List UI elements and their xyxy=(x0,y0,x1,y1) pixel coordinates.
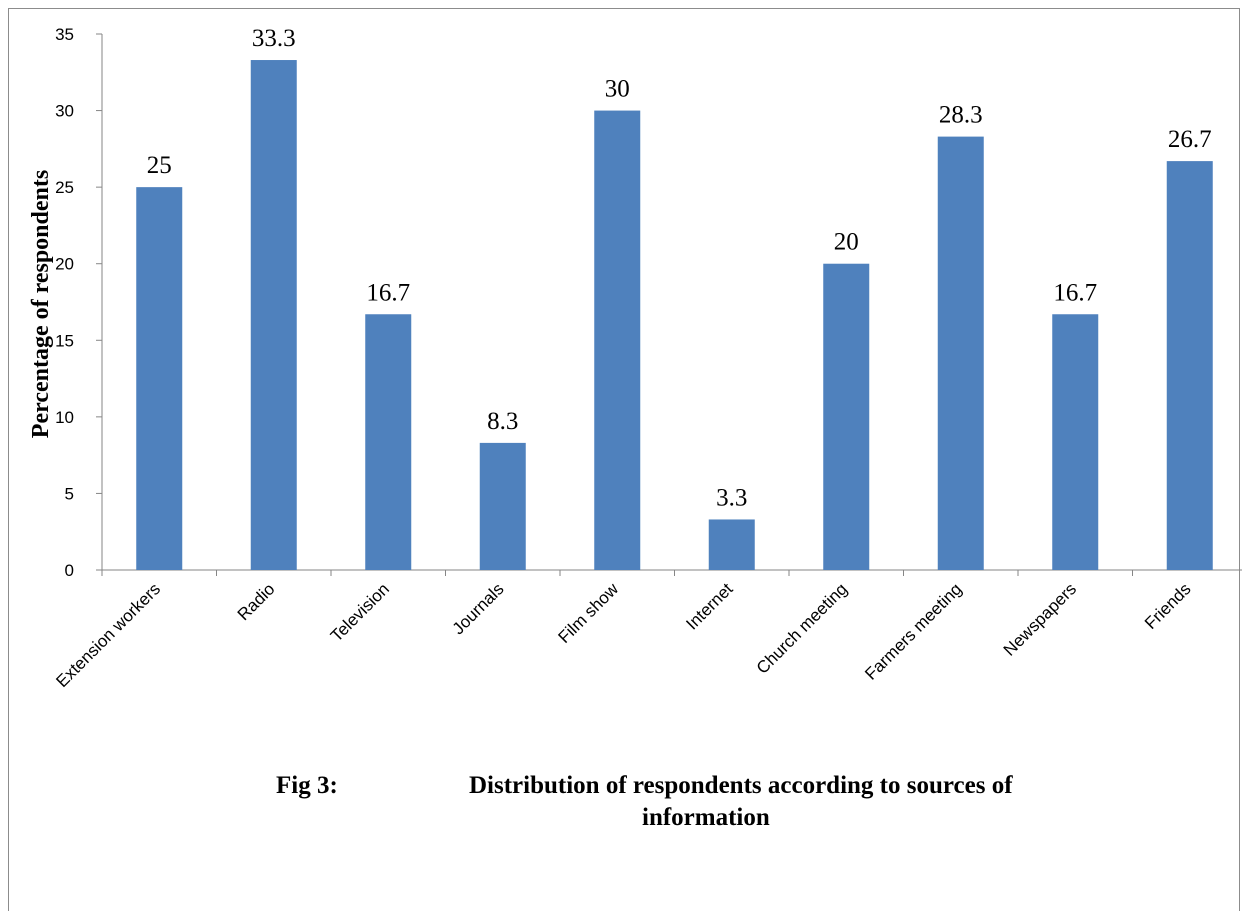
data-label: 20 xyxy=(834,229,859,256)
caption-label: Fig 3: xyxy=(276,772,338,800)
data-label: 16.7 xyxy=(1053,279,1097,306)
bar xyxy=(480,443,526,570)
y-axis: 0 5 10 15 20 25 30 35 xyxy=(55,25,102,580)
data-label: 8.3 xyxy=(487,408,518,435)
caption-title-line1: Distribution of respondents according to… xyxy=(469,772,1013,800)
category-label: Friends xyxy=(1141,579,1195,633)
y-axis-label: Percentage of respondents xyxy=(28,170,54,438)
category-label: Internet xyxy=(682,579,736,633)
caption-title-line2: information xyxy=(642,804,770,832)
data-label: 16.7 xyxy=(366,279,410,306)
bar xyxy=(251,60,297,570)
bar xyxy=(823,264,869,570)
category-label: Journals xyxy=(449,579,508,638)
category-label: Church meeting xyxy=(753,579,851,677)
y-tick-label: 0 xyxy=(65,561,74,580)
bar xyxy=(938,137,984,570)
data-labels: 25 33.3 16.7 8.3 30 3.3 20 28.3 16.7 26.7 xyxy=(147,25,1212,511)
category-label: Radio xyxy=(234,579,279,624)
data-label: 30 xyxy=(605,76,630,103)
category-label: Newspapers xyxy=(1000,579,1080,659)
data-label: 25 xyxy=(147,152,172,179)
category-labels: Extension workers Radio Television Journals… xyxy=(52,579,1194,691)
bar xyxy=(594,111,640,570)
y-tick-label: 5 xyxy=(65,484,74,503)
data-label: 28.3 xyxy=(939,102,983,129)
category-label: Television xyxy=(327,579,393,645)
y-tick-label: 10 xyxy=(55,408,74,427)
category-label: Farmers meeting xyxy=(861,579,965,683)
data-label: 26.7 xyxy=(1168,126,1212,153)
bar xyxy=(136,187,182,570)
category-label: Extension workers xyxy=(52,579,164,691)
bar xyxy=(709,519,755,570)
bar xyxy=(1167,161,1213,570)
bar xyxy=(1052,314,1098,570)
x-axis xyxy=(102,570,1242,576)
bar xyxy=(365,314,411,570)
y-tick-label: 35 xyxy=(55,25,74,44)
y-tick-label: 25 xyxy=(55,178,74,197)
bars xyxy=(136,60,1213,570)
data-label: 33.3 xyxy=(252,25,296,52)
y-tick-label: 20 xyxy=(55,255,74,274)
y-tick-label: 30 xyxy=(55,102,74,121)
category-label: Film show xyxy=(555,579,623,647)
data-label: 3.3 xyxy=(716,484,747,511)
y-tick-label: 15 xyxy=(55,331,74,350)
